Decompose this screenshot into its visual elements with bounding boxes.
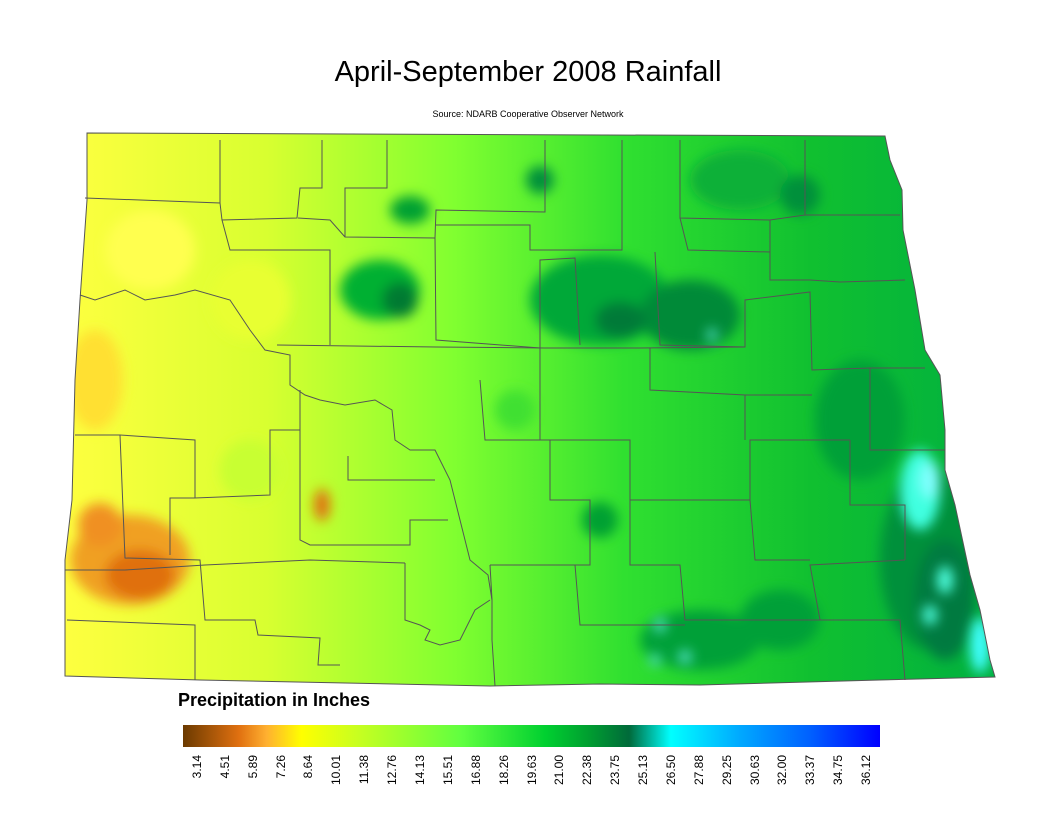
county-boundaries: [64, 132, 996, 687]
legend-tick-label: 12.76: [385, 755, 400, 786]
map-title: April-September 2008 Rainfall: [334, 56, 722, 88]
legend-tick-label: 14.13: [412, 755, 427, 786]
legend-tick-label: 11.38: [357, 755, 372, 785]
legend-tick-label: 3.14: [189, 755, 204, 779]
map-source: Source: NDARB Cooperative Observer Netwo…: [432, 109, 624, 119]
legend-tick-labels: 3.14 4.51 5.89 7.26 8.64 10.01 11.38 12.76 14.13…: [183, 755, 880, 805]
legend-tick-label: 26.50: [663, 755, 678, 786]
precipitation-field: [65, 133, 995, 686]
legend-tick-label: 30.63: [747, 755, 762, 786]
legend-tick-label: 19.63: [524, 755, 539, 786]
legend-tick-label: 4.51: [217, 755, 232, 779]
legend-tick-label: 23.75: [608, 755, 623, 786]
legend-tick-label: 21.00: [552, 755, 567, 786]
legend-tick-label: 33.37: [803, 755, 818, 786]
legend-tick-label: 16.88: [468, 755, 483, 786]
legend-tick-label: 32.00: [775, 755, 790, 786]
legend-tick-label: 7.26: [273, 755, 288, 779]
legend-tick-label: 27.88: [691, 755, 706, 786]
legend-color-bar: [183, 725, 880, 747]
legend-tick-label: 22.38: [580, 755, 595, 786]
legend-tick-label: 8.64: [301, 755, 316, 779]
legend-tick-label: 36.12: [859, 755, 874, 786]
legend-tick-label: 29.25: [719, 755, 734, 786]
legend-title: Precipitation in Inches: [178, 690, 371, 710]
legend-tick-label: 18.26: [496, 755, 511, 786]
legend-tick-label: 5.89: [245, 755, 260, 779]
rainfall-map: [64, 132, 996, 687]
legend-tick-label: 25.13: [636, 755, 651, 786]
legend-tick-label: 15.51: [440, 755, 455, 786]
legend-tick-label: 10.01: [329, 755, 344, 786]
legend-tick-label: 34.75: [831, 755, 846, 786]
